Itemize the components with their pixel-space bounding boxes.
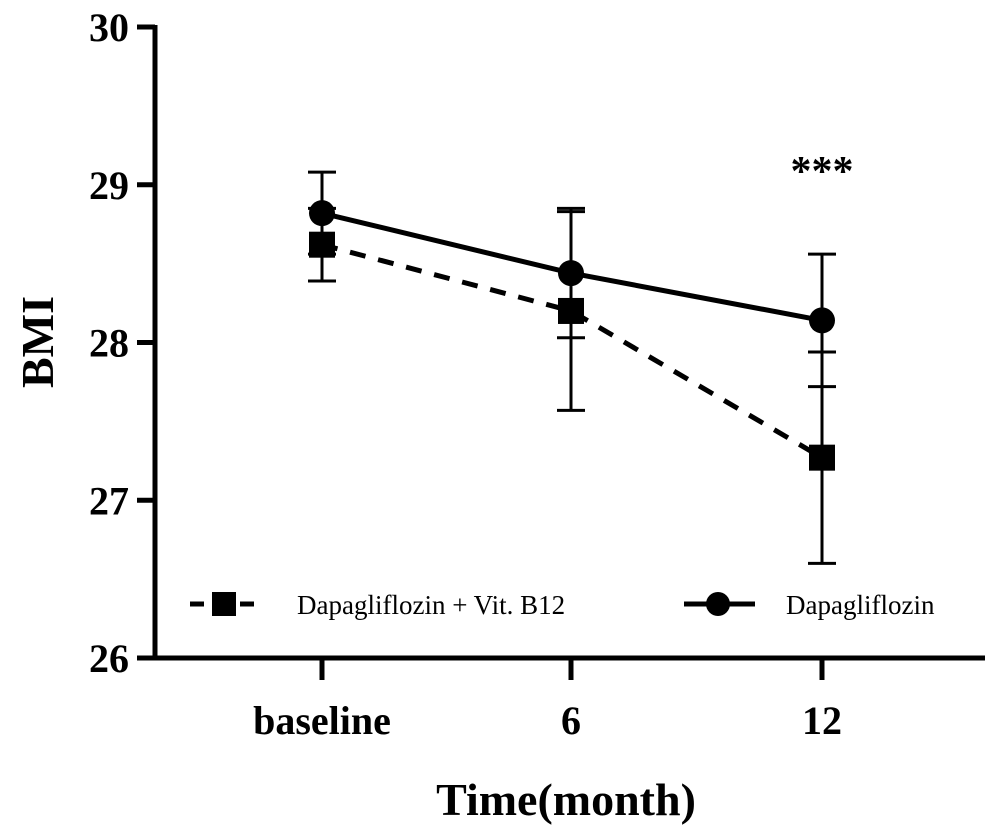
series-layer	[308, 170, 836, 565]
data-point-square	[809, 444, 835, 471]
legend-label-vitb12: Dapagliflozin + Vit. B12	[297, 590, 565, 620]
y-axis-title: BMI	[12, 296, 63, 388]
annotations: ***	[791, 149, 854, 195]
legend-label-dapagliflozin: Dapagliflozin	[786, 590, 935, 620]
y-tick-label: 30	[89, 5, 129, 50]
x-ticks: baseline 6 12	[253, 658, 842, 743]
data-point-circle	[309, 200, 335, 227]
axes	[152, 25, 985, 661]
y-tick-label: 28	[89, 321, 129, 366]
y-tick-label: 26	[89, 636, 129, 681]
y-ticks: 26 27 28 29 30	[89, 5, 155, 681]
significance-annotation: ***	[791, 149, 854, 195]
legend-marker-dapagliflozin	[706, 592, 730, 616]
data-point-circle	[809, 307, 835, 334]
x-tick-label: baseline	[253, 698, 391, 743]
legend: Dapagliflozin + Vit. B12 Dapagliflozin	[190, 590, 935, 620]
y-tick-label: 29	[89, 163, 129, 208]
legend-marker-vitb12	[212, 592, 236, 616]
x-tick-label: 6	[561, 698, 581, 743]
x-axis-title: Time(month)	[436, 774, 696, 825]
x-tick-label: 12	[802, 698, 842, 743]
series-dapagliflozin	[308, 170, 836, 389]
data-point-circle	[558, 260, 584, 287]
y-tick-label: 27	[89, 478, 129, 523]
